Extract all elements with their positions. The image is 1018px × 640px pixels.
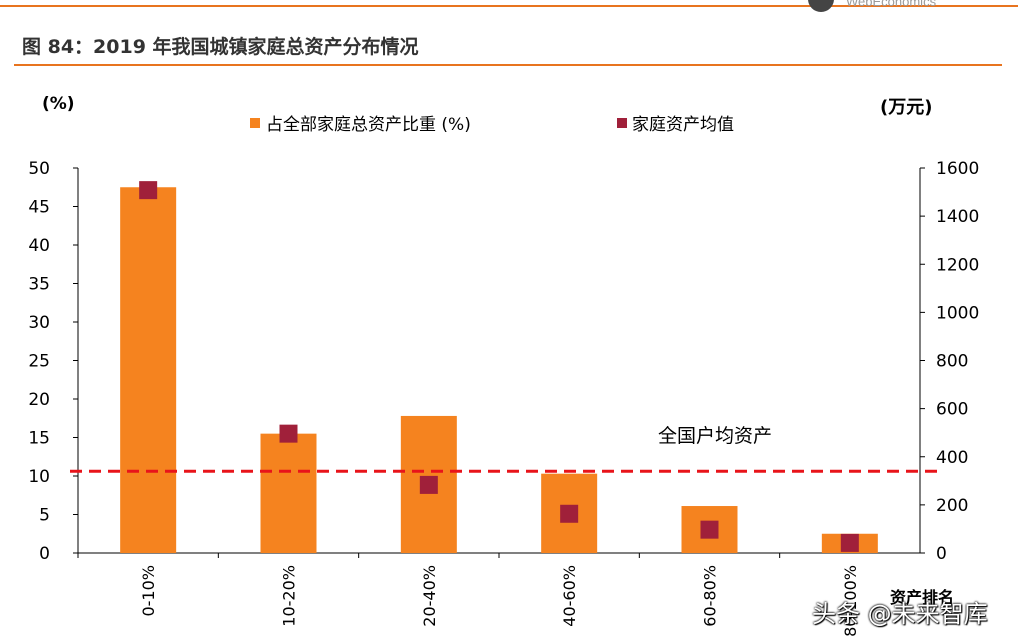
marker-point	[419, 475, 438, 494]
right-axis-unit: (万元)	[880, 97, 932, 118]
legend-bar-label: 占全部家庭总资产比重 (%)	[266, 115, 471, 135]
left-tick-label: 35	[28, 275, 50, 295]
category-label: 40-60%	[560, 565, 579, 627]
right-tick-label: 400	[936, 448, 968, 468]
left-tick-label: 15	[28, 429, 50, 449]
left-tick-label: 5	[39, 506, 50, 526]
brand-text: WebEconomics	[846, 0, 937, 9]
reference-line-label: 全国户均资产	[658, 425, 772, 447]
left-tick-label: 0	[39, 544, 50, 564]
category-label: 20-40%	[420, 565, 439, 627]
x-axis-label: 资产排名	[890, 588, 954, 607]
watermark: 头条 @未来智库	[812, 600, 988, 628]
marker-point	[139, 181, 158, 200]
title-rule	[14, 64, 1002, 66]
marker-point	[840, 533, 859, 552]
left-axis-unit: (%)	[42, 94, 75, 114]
category-label: 10-20%	[280, 565, 299, 627]
left-tick-label: 45	[28, 198, 50, 218]
left-tick-label: 20	[28, 390, 50, 410]
right-tick-label: 1200	[936, 255, 979, 275]
bar	[120, 187, 177, 553]
right-tick-label: 1000	[936, 303, 979, 323]
left-tick-label: 50	[28, 159, 50, 179]
marker-point	[700, 520, 719, 539]
legend-bar-swatch	[250, 118, 260, 128]
left-tick-label: 30	[28, 313, 50, 333]
category-label: 0-10%	[139, 565, 158, 617]
marker-point	[560, 504, 579, 523]
top-rule	[0, 5, 1018, 7]
right-tick-label: 600	[936, 400, 968, 420]
left-tick-label: 25	[28, 352, 50, 372]
bar	[260, 433, 317, 553]
category-label: 80-100%	[841, 565, 860, 637]
category-label: 60-80%	[701, 565, 720, 627]
right-tick-label: 1400	[936, 207, 979, 227]
legend-marker-swatch	[617, 118, 627, 128]
left-tick-label: 40	[28, 236, 50, 256]
brand-logo-icon	[808, 0, 834, 12]
right-tick-label: 200	[936, 496, 968, 516]
right-tick-label: 0	[936, 544, 947, 564]
left-tick-label: 10	[28, 467, 50, 487]
legend-marker-label: 家庭资产均值	[632, 115, 734, 135]
right-tick-label: 800	[936, 352, 968, 372]
right-tick-label: 1600	[936, 159, 979, 179]
marker-point	[279, 424, 298, 443]
figure-title: 图 84：2019 年我国城镇家庭总资产分布情况	[22, 36, 419, 58]
